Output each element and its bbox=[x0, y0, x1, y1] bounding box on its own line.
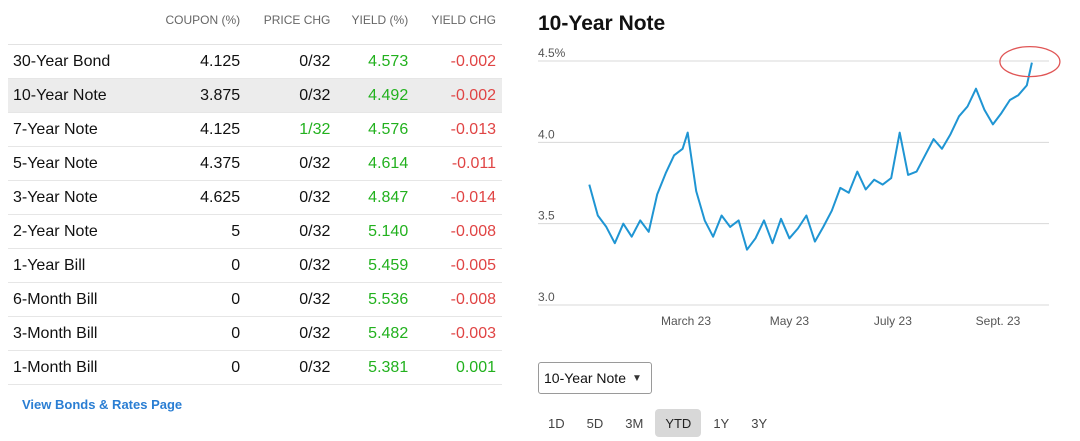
bond-name: 6-Month Bill bbox=[8, 282, 146, 317]
yield-chg-value: 0.001 bbox=[414, 350, 502, 385]
table-row[interactable]: 1-Year Bill 0 0/32 5.459 -0.005 bbox=[8, 248, 502, 283]
bond-name: 7-Year Note bbox=[8, 112, 146, 147]
x-tick-label: Sept. 23 bbox=[976, 314, 1021, 328]
y-tick-label: 4.0 bbox=[538, 127, 555, 141]
bond-name: 3-Year Note bbox=[8, 180, 146, 215]
range-button-3m[interactable]: 3M bbox=[615, 409, 653, 437]
yield-chg-value: -0.011 bbox=[414, 146, 502, 181]
bonds-table: COUPON (%) PRICE CHG YIELD (%) YIELD CHG… bbox=[8, 0, 502, 385]
table-row[interactable]: 30-Year Bond 4.125 0/32 4.573 -0.002 bbox=[8, 44, 502, 79]
coupon-value: 4.375 bbox=[146, 146, 247, 181]
table-row[interactable]: 6-Month Bill 0 0/32 5.536 -0.008 bbox=[8, 282, 502, 317]
yield-value: 5.140 bbox=[336, 214, 415, 249]
price-chg-value: 0/32 bbox=[246, 214, 337, 249]
price-chg-value: 0/32 bbox=[246, 78, 337, 113]
header-yield: YIELD (%) bbox=[336, 0, 415, 45]
range-button-1y[interactable]: 1Y bbox=[703, 409, 739, 437]
coupon-value: 4.125 bbox=[146, 44, 247, 79]
yield-chg-value: -0.014 bbox=[414, 180, 502, 215]
chart-title: 10-Year Note bbox=[538, 12, 666, 35]
range-button-3y[interactable]: 3Y bbox=[741, 409, 777, 437]
range-button-5d[interactable]: 5D bbox=[577, 409, 614, 437]
bond-name: 1-Month Bill bbox=[8, 350, 146, 385]
table-row[interactable]: 10-Year Note 3.875 0/32 4.492 -0.002 bbox=[8, 78, 502, 113]
coupon-value: 0 bbox=[146, 282, 247, 317]
price-chg-value: 0/32 bbox=[246, 316, 337, 351]
table-row[interactable]: 1-Month Bill 0 0/32 5.381 0.001 bbox=[8, 350, 502, 385]
price-chg-value: 0/32 bbox=[246, 146, 337, 181]
yield-value: 5.482 bbox=[336, 316, 415, 351]
y-tick-label: 3.5 bbox=[538, 209, 555, 223]
range-button-ytd[interactable]: YTD bbox=[655, 409, 702, 437]
bonds-panel: COUPON (%) PRICE CHG YIELD (%) YIELD CHG… bbox=[8, 0, 502, 412]
yield-value: 4.573 bbox=[336, 44, 415, 79]
yield-line-chart: 4.5% 4.0 3.5 3.0 March 23 May 23 July 23 Sept. … bbox=[538, 45, 1061, 328]
chevron-down-icon: ▼ bbox=[631, 372, 642, 384]
chart-panel: 10-Year Note 4.5% 4.0 3.5 3.0 March 23 May 23… bbox=[538, 0, 1068, 441]
yield-value: 5.459 bbox=[336, 248, 415, 283]
header-price-chg: PRICE CHG bbox=[246, 0, 337, 45]
bond-name: 2-Year Note bbox=[8, 214, 146, 249]
header-coupon: COUPON (%) bbox=[146, 0, 247, 45]
bonds-table-body: 30-Year Bond 4.125 0/32 4.573 -0.002 10-Year … bbox=[8, 44, 502, 385]
coupon-value: 4.125 bbox=[146, 112, 247, 147]
yield-chg-value: -0.005 bbox=[414, 248, 502, 283]
coupon-value: 0 bbox=[146, 316, 247, 351]
header-name bbox=[8, 0, 146, 45]
yield-chg-value: -0.002 bbox=[414, 44, 502, 79]
yield-value: 5.381 bbox=[336, 350, 415, 385]
coupon-value: 0 bbox=[146, 248, 247, 283]
yield-value: 4.847 bbox=[336, 180, 415, 215]
bond-name: 1-Year Bill bbox=[8, 248, 146, 283]
coupon-value: 3.875 bbox=[146, 78, 247, 113]
yield-value: 4.614 bbox=[336, 146, 415, 181]
price-chg-value: 0/32 bbox=[246, 282, 337, 317]
table-header-row: COUPON (%) PRICE CHG YIELD (%) YIELD CHG bbox=[8, 0, 502, 45]
table-row[interactable]: 7-Year Note 4.125 1/32 4.576 -0.013 bbox=[8, 112, 502, 147]
series-select-value: 10-Year Note bbox=[544, 370, 626, 386]
bond-name: 30-Year Bond bbox=[8, 44, 146, 79]
yield-chg-value: -0.008 bbox=[414, 282, 502, 317]
bond-name: 3-Month Bill bbox=[8, 316, 146, 351]
yield-chg-value: -0.002 bbox=[414, 78, 502, 113]
latest-point-highlight-circle bbox=[999, 45, 1061, 78]
price-chg-value: 0/32 bbox=[246, 44, 337, 79]
table-row[interactable]: 5-Year Note 4.375 0/32 4.614 -0.011 bbox=[8, 146, 502, 181]
price-chg-value: 0/32 bbox=[246, 350, 337, 385]
price-chg-value: 1/32 bbox=[246, 112, 337, 147]
bond-name: 10-Year Note bbox=[8, 78, 146, 113]
coupon-value: 5 bbox=[146, 214, 247, 249]
y-tick-label: 3.0 bbox=[538, 290, 555, 304]
yield-series-line bbox=[588, 62, 1033, 251]
range-selector: 1D 5D 3M YTD 1Y 3Y bbox=[538, 409, 777, 437]
yield-chg-value: -0.008 bbox=[414, 214, 502, 249]
view-bonds-rates-link[interactable]: View Bonds & Rates Page bbox=[22, 397, 183, 412]
table-row[interactable]: 2-Year Note 5 0/32 5.140 -0.008 bbox=[8, 214, 502, 249]
yield-value: 4.576 bbox=[336, 112, 415, 147]
x-tick-label: March 23 bbox=[661, 314, 711, 328]
series-select[interactable]: 10-Year Note ▼ bbox=[538, 362, 652, 394]
bond-name: 5-Year Note bbox=[8, 146, 146, 181]
coupon-value: 4.625 bbox=[146, 180, 247, 215]
table-row[interactable]: 3-Year Note 4.625 0/32 4.847 -0.014 bbox=[8, 180, 502, 215]
yield-value: 5.536 bbox=[336, 282, 415, 317]
x-tick-label: May 23 bbox=[770, 314, 810, 328]
coupon-value: 0 bbox=[146, 350, 247, 385]
price-chg-value: 0/32 bbox=[246, 180, 337, 215]
table-row[interactable]: 3-Month Bill 0 0/32 5.482 -0.003 bbox=[8, 316, 502, 351]
y-tick-label: 4.5% bbox=[538, 46, 566, 60]
x-tick-label: July 23 bbox=[874, 314, 912, 328]
yield-value: 4.492 bbox=[336, 78, 415, 113]
header-yield-chg: YIELD CHG bbox=[414, 0, 502, 45]
price-chg-value: 0/32 bbox=[246, 248, 337, 283]
range-button-1d[interactable]: 1D bbox=[538, 409, 575, 437]
yield-chg-value: -0.013 bbox=[414, 112, 502, 147]
yield-chg-value: -0.003 bbox=[414, 316, 502, 351]
